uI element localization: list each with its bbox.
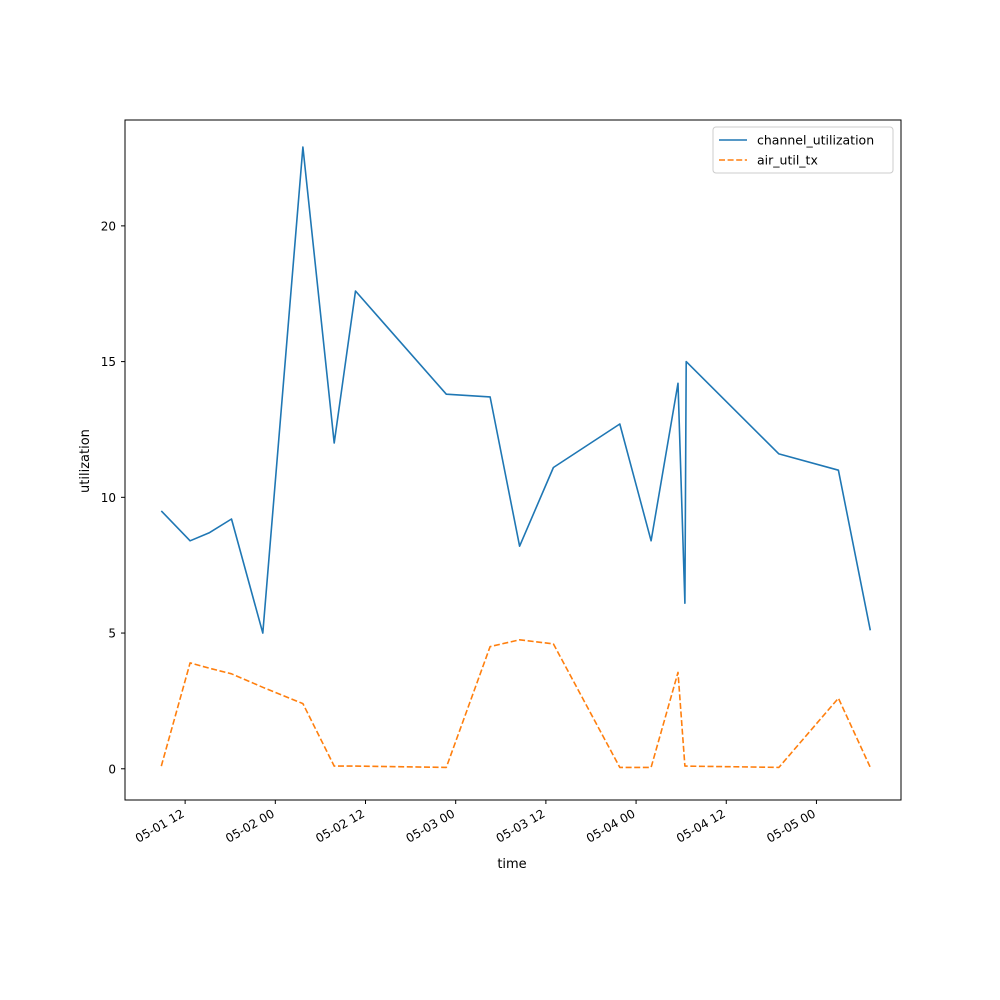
y-tick-label: 5 [108,627,116,641]
legend-label: air_util_tx [757,153,818,168]
x-axis-label: time [497,857,526,872]
legend: channel_utilization air_util_tx [712,126,894,174]
y-axis-label: utilization [78,429,93,493]
y-tick-label: 0 [108,762,116,776]
series-line-channel-utilization [160,146,872,634]
series-line-air-util-tx [160,638,872,769]
y-tick-label: 15 [101,355,116,369]
legend-box [712,126,894,174]
legend-label: channel_utilization [757,133,874,148]
y-tick-label: 20 [101,219,116,233]
series-layer [160,146,872,769]
y-axis: 0 5 10 15 20 [101,219,125,776]
y-tick-label: 10 [101,491,116,505]
plot-frame [124,119,902,801]
